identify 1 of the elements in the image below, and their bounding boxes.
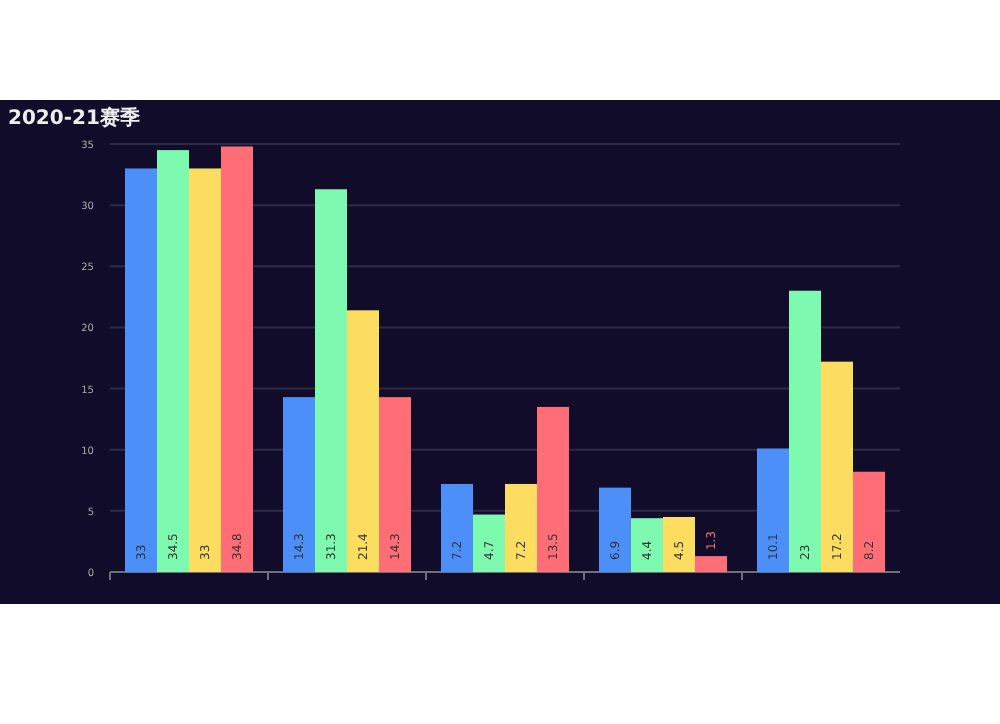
chart-title: 2020-21赛季 bbox=[8, 106, 142, 130]
